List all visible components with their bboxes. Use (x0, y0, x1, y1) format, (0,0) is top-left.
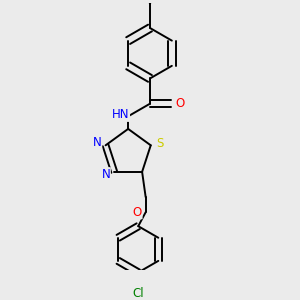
Text: HN: HN (112, 108, 130, 121)
Text: O: O (176, 97, 185, 110)
Text: Cl: Cl (132, 287, 144, 300)
Text: N: N (101, 168, 110, 181)
Text: S: S (157, 137, 164, 150)
Text: O: O (133, 206, 142, 219)
Text: N: N (93, 136, 102, 149)
